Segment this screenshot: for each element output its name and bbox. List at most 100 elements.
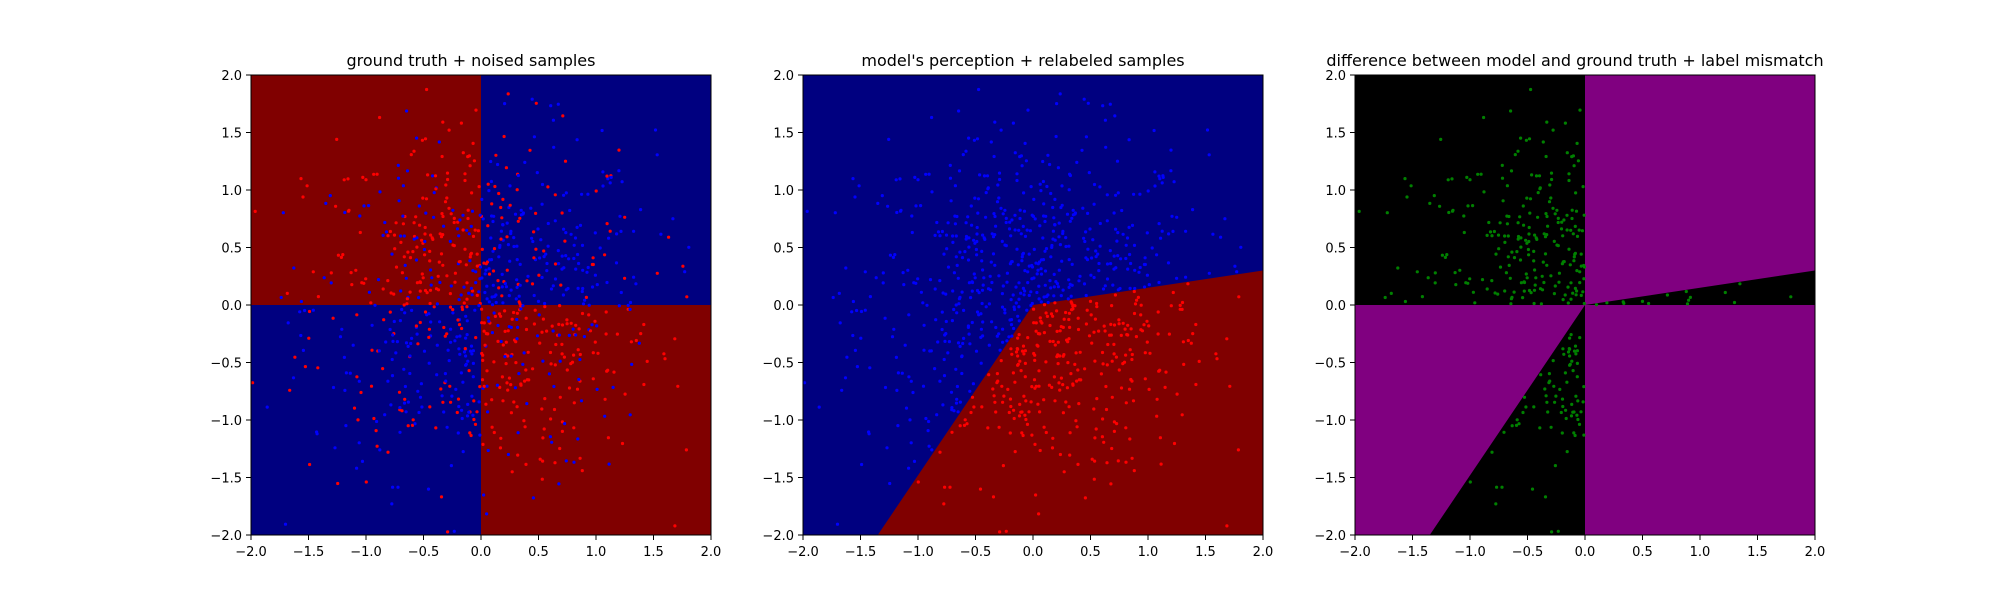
sample-point — [1035, 343, 1039, 347]
sample-point — [1097, 329, 1101, 333]
sample-point — [500, 285, 504, 289]
sample-point — [975, 232, 979, 236]
sample-point — [567, 257, 571, 261]
sample-point — [350, 283, 354, 287]
sample-point — [1096, 252, 1100, 256]
sample-point — [1064, 400, 1068, 404]
sample-point — [1076, 327, 1081, 332]
sample-point — [1101, 104, 1105, 108]
sample-point — [388, 327, 392, 332]
sample-point — [1545, 120, 1549, 124]
sample-point — [581, 302, 586, 306]
sample-point — [618, 214, 622, 218]
sample-point — [1215, 357, 1219, 361]
sample-point — [838, 321, 842, 325]
sample-point — [1000, 239, 1004, 243]
sample-point — [1541, 140, 1545, 144]
sample-point — [1078, 274, 1082, 278]
sample-point — [418, 223, 422, 227]
sample-point — [1462, 230, 1466, 235]
sample-point — [981, 268, 985, 272]
sample-point — [997, 274, 1001, 278]
sample-point — [946, 221, 950, 225]
sample-point — [506, 388, 510, 392]
sample-point — [432, 215, 436, 219]
sample-point — [1568, 336, 1572, 340]
sample-point — [1132, 289, 1136, 294]
x-tick-label: −0.5 — [408, 545, 440, 560]
sample-point — [593, 319, 597, 323]
sample-point — [925, 303, 929, 307]
sample-point — [623, 215, 627, 219]
sample-point — [549, 362, 553, 366]
sample-point — [370, 323, 374, 327]
sample-point — [1039, 300, 1043, 304]
sample-point — [653, 128, 658, 132]
sample-point — [442, 325, 446, 330]
sample-point — [1015, 172, 1019, 176]
sample-point — [673, 524, 677, 528]
sample-point — [1543, 387, 1547, 391]
sample-point — [546, 244, 550, 248]
sample-point — [1239, 245, 1243, 249]
sample-point — [541, 436, 545, 440]
sample-point — [1184, 275, 1188, 279]
sample-point — [580, 311, 585, 316]
sample-point — [1070, 262, 1074, 266]
sample-point — [403, 311, 407, 315]
sample-point — [1565, 380, 1569, 384]
sample-point — [1169, 148, 1173, 152]
sample-point — [489, 236, 493, 240]
sample-point — [486, 316, 490, 320]
sample-point — [1175, 392, 1179, 396]
sample-point — [403, 263, 407, 267]
sample-point — [1025, 228, 1029, 232]
sample-point — [515, 311, 520, 315]
sample-point — [1233, 264, 1237, 268]
sample-point — [1098, 221, 1102, 226]
sample-point — [466, 216, 470, 221]
sample-point — [1479, 172, 1483, 176]
sample-point — [433, 174, 438, 178]
sample-point — [1088, 227, 1092, 231]
sample-point — [615, 332, 620, 336]
sample-point — [1532, 249, 1536, 253]
sample-point — [1027, 410, 1031, 414]
sample-point — [1237, 295, 1241, 299]
sample-point — [1016, 363, 1020, 367]
sample-point — [1566, 285, 1570, 289]
sample-point — [942, 374, 947, 378]
sample-point — [1030, 433, 1034, 437]
sample-point — [338, 335, 343, 339]
sample-point — [1186, 282, 1190, 286]
sample-point — [532, 322, 537, 326]
sample-point — [1500, 163, 1504, 167]
sample-point — [1167, 332, 1171, 336]
x-tick-label: 1.5 — [1195, 545, 1216, 560]
sample-point — [963, 250, 967, 254]
sample-point — [560, 342, 564, 346]
sample-point — [1542, 232, 1546, 236]
panel-title: difference between model and ground trut… — [1326, 51, 1823, 70]
sample-point — [392, 233, 397, 237]
sample-point — [344, 424, 348, 428]
y-tick-label: −2.0 — [210, 529, 242, 544]
sample-point — [601, 184, 605, 188]
sample-point — [386, 379, 390, 383]
sample-point — [291, 376, 296, 380]
y-tick-label: −0.5 — [1314, 357, 1346, 372]
sample-point — [475, 264, 479, 268]
sample-point — [504, 340, 508, 344]
sample-point — [1071, 208, 1075, 212]
sample-point — [1510, 250, 1514, 254]
sample-point — [473, 308, 477, 312]
sample-point — [1008, 318, 1012, 322]
sample-point — [604, 310, 608, 314]
sample-point — [1092, 477, 1096, 481]
sample-point — [1059, 294, 1063, 298]
sample-point — [541, 317, 546, 321]
sample-point — [1034, 384, 1038, 388]
sample-point — [1579, 264, 1583, 268]
sample-point — [590, 262, 595, 267]
sample-point — [942, 502, 946, 506]
